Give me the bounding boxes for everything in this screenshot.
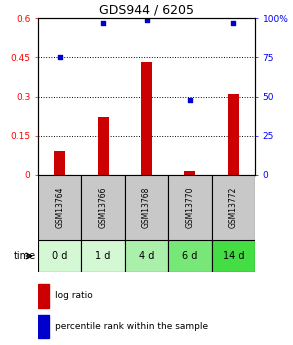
- Bar: [81, 240, 125, 272]
- Point: [231, 20, 236, 26]
- Text: time: time: [14, 251, 36, 261]
- Text: 0 d: 0 d: [52, 251, 67, 261]
- Bar: [228, 94, 239, 175]
- Text: GSM13768: GSM13768: [142, 187, 151, 228]
- Text: 1 d: 1 d: [96, 251, 111, 261]
- Text: 4 d: 4 d: [139, 251, 154, 261]
- Bar: [81, 175, 125, 240]
- Text: GSM13770: GSM13770: [185, 187, 194, 228]
- Bar: [212, 175, 255, 240]
- Bar: [38, 284, 49, 308]
- Point: [144, 17, 149, 22]
- Text: GSM13772: GSM13772: [229, 187, 238, 228]
- Bar: [98, 117, 108, 175]
- Title: GDS944 / 6205: GDS944 / 6205: [99, 4, 194, 17]
- Bar: [168, 240, 212, 272]
- Point: [101, 20, 105, 26]
- Point: [57, 55, 62, 60]
- Bar: [168, 175, 212, 240]
- Bar: [125, 240, 168, 272]
- Text: 6 d: 6 d: [182, 251, 197, 261]
- Bar: [54, 151, 65, 175]
- Bar: [141, 62, 152, 175]
- Text: percentile rank within the sample: percentile rank within the sample: [55, 322, 209, 331]
- Text: log ratio: log ratio: [55, 292, 93, 300]
- Text: 14 d: 14 d: [223, 251, 244, 261]
- Point: [188, 97, 192, 102]
- Bar: [185, 171, 195, 175]
- Bar: [212, 240, 255, 272]
- Bar: [38, 175, 81, 240]
- Bar: [125, 175, 168, 240]
- Bar: [38, 240, 81, 272]
- Bar: [38, 315, 49, 338]
- Text: GSM13764: GSM13764: [55, 187, 64, 228]
- Text: GSM13766: GSM13766: [99, 187, 108, 228]
